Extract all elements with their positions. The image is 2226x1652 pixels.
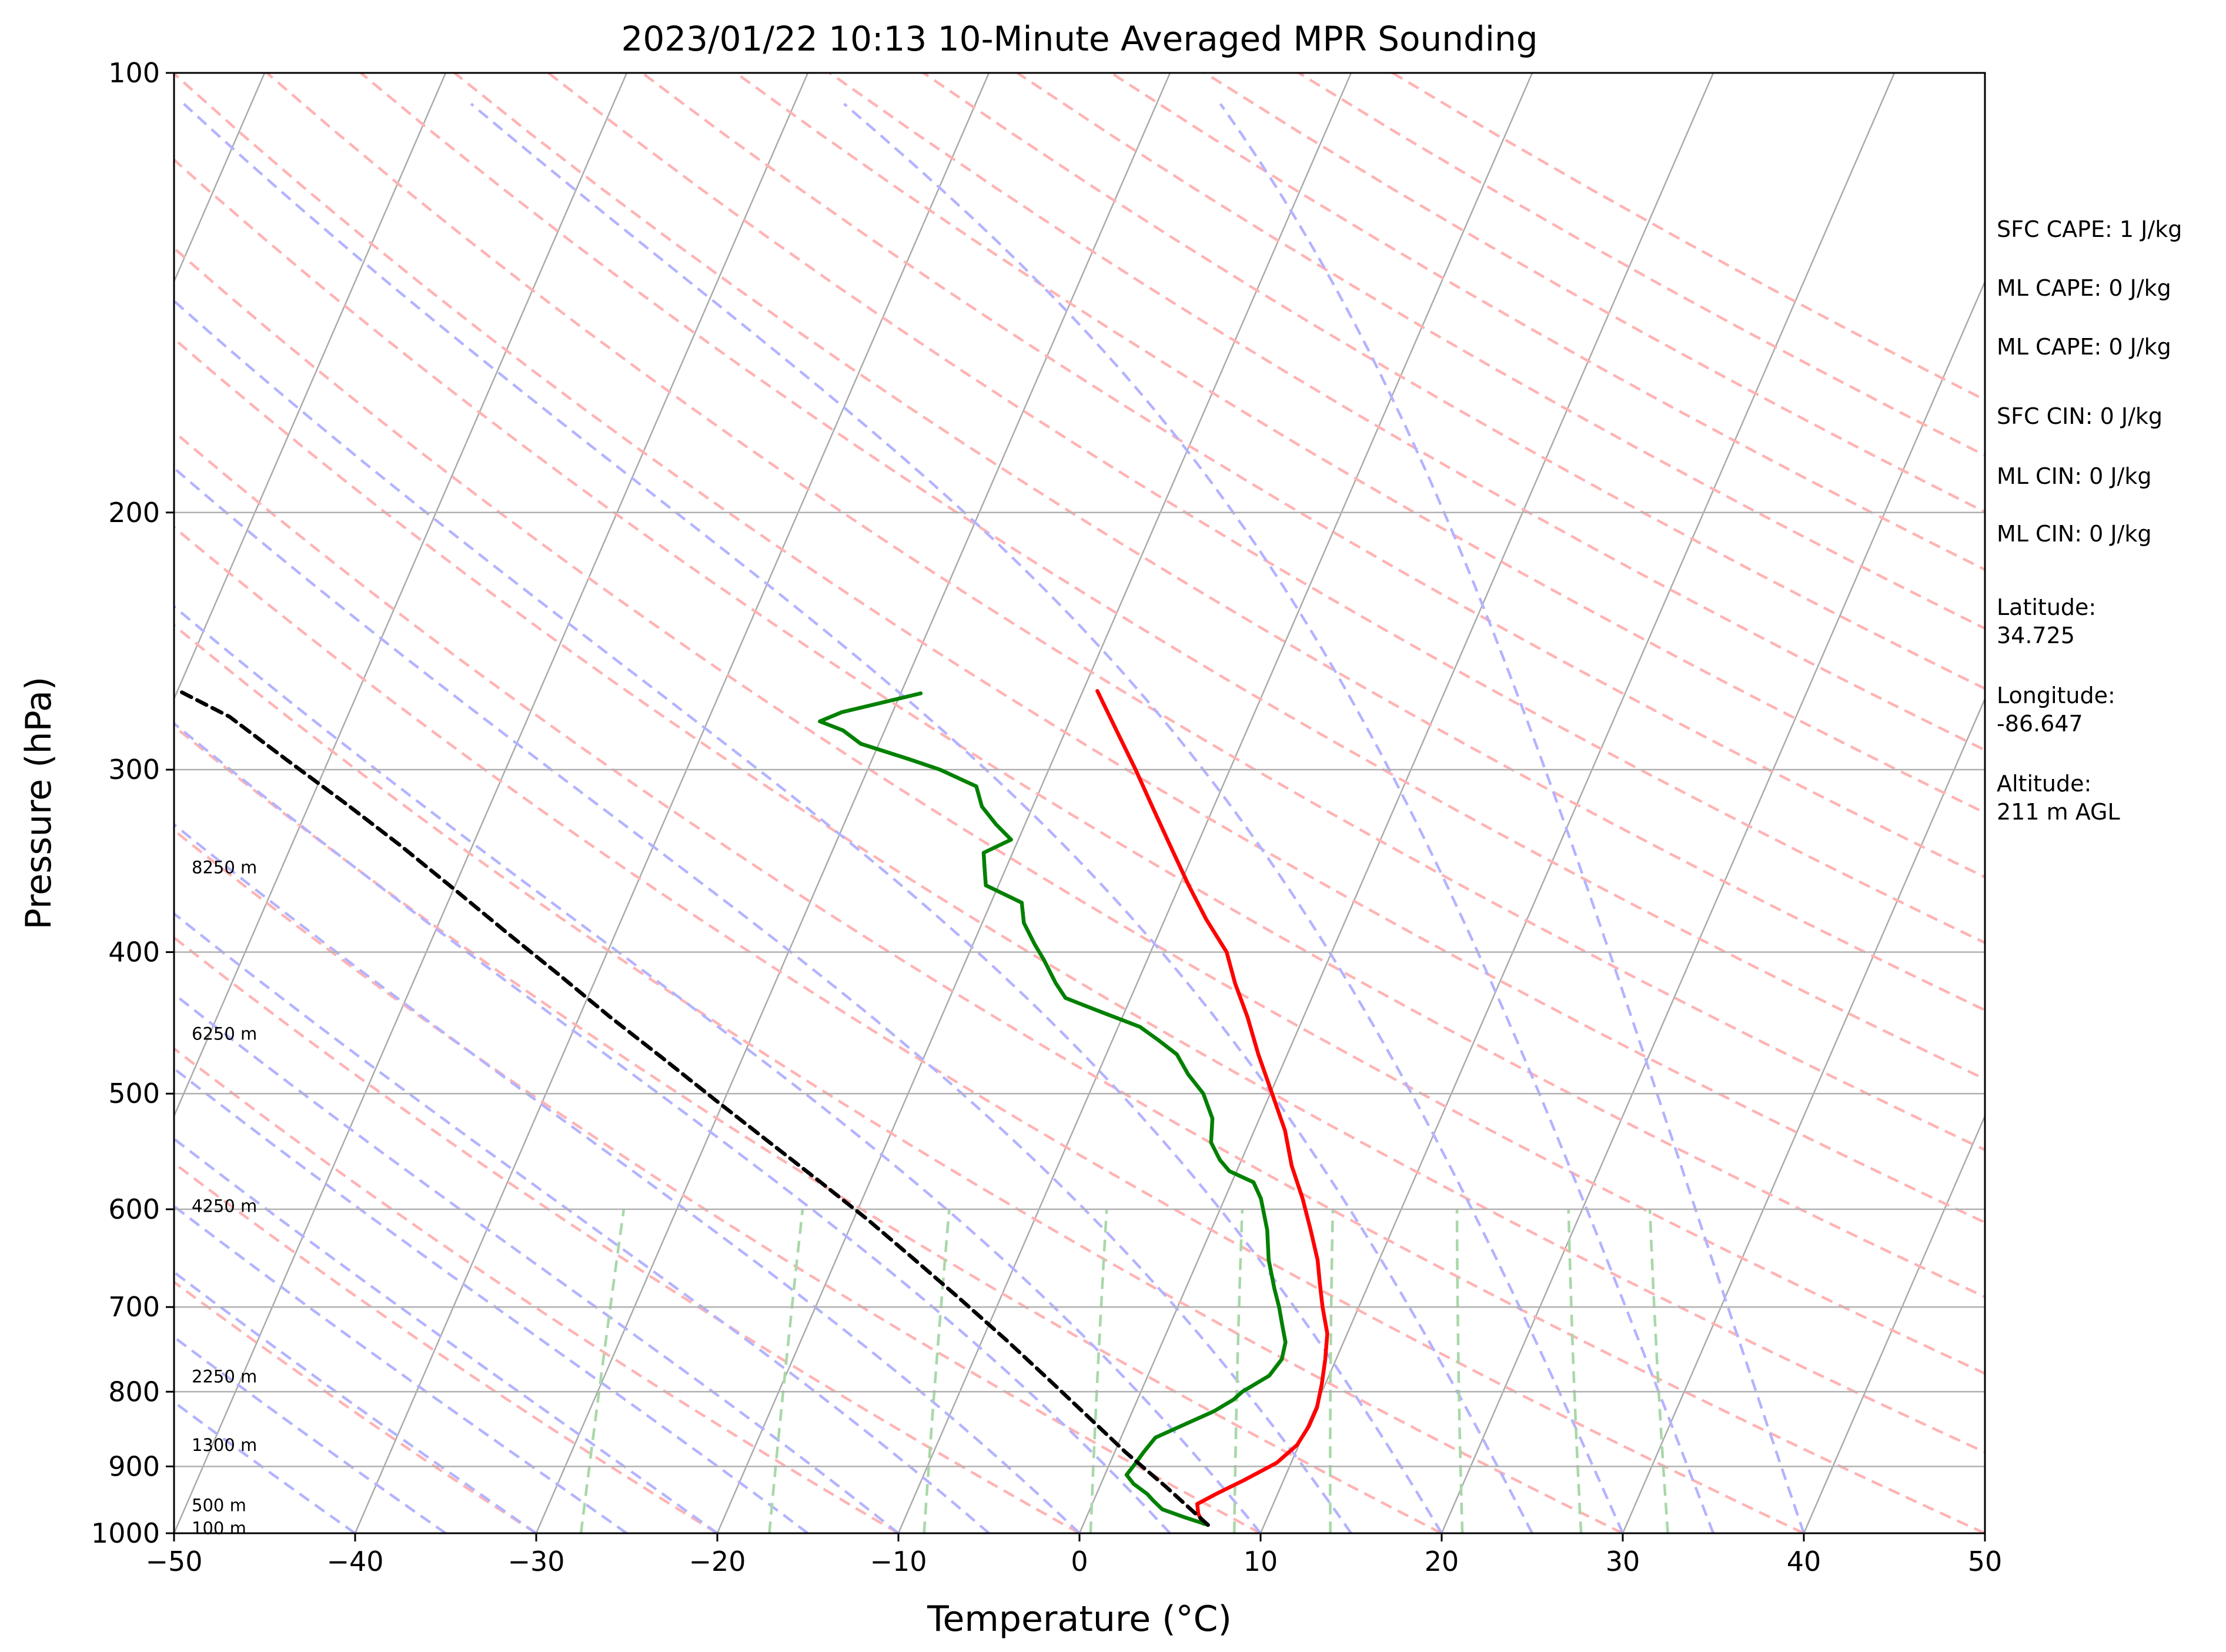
isotherm-line: [1078, 73, 1714, 1533]
dry-adiabat-line: [174, 158, 1985, 1299]
y-axis-ticks: 100 200 300 400 500 600 700 800 900 1000: [91, 57, 174, 1549]
x-tick-label: −20: [688, 1546, 746, 1577]
isotherm-line: [1803, 1114, 1985, 1533]
dry-adiabat-line: [923, 73, 1985, 690]
y-tick-label: 300: [108, 754, 160, 785]
x-tick-label: −40: [326, 1546, 383, 1577]
dry-adiabat-line: [828, 73, 1985, 752]
y-tick-label: 600: [108, 1193, 160, 1225]
sounding-stats-panel: SFC CAPE: 1 J/kg ML CAPE: 0 J/kg ML CAPE: …: [1997, 216, 2182, 825]
height-label: 500 m: [192, 1496, 246, 1516]
stat-label: Longitude: -86.647: [1997, 683, 2115, 737]
stat-label: SFC CIN: 0 J/kg: [1997, 403, 2163, 429]
moist-adiabat-line: [174, 1335, 447, 1533]
stat-label: SFC CAPE: 1 J/kg: [1997, 216, 2182, 242]
dry-adiabat-line: [547, 73, 1985, 945]
x-tick-label: 20: [1425, 1546, 1459, 1577]
moist-adiabat-line: [174, 1137, 718, 1533]
chart-title: 2023/01/22 10:13 10-Minute Averaged MPR …: [621, 19, 1538, 59]
moist-adiabat-line: [174, 1400, 356, 1533]
x-tick-label: 50: [1968, 1546, 2003, 1577]
x-tick-label: −10: [870, 1546, 927, 1577]
pressure-gridlines: [174, 73, 1985, 1533]
moist-adiabat-line: [174, 1270, 537, 1533]
x-tick-label: −30: [507, 1546, 564, 1577]
temperature-profile: [1095, 689, 1329, 1526]
dry-adiabat-line: [174, 623, 1623, 1533]
y-tick-label: 100: [108, 57, 160, 89]
height-label: 6250 m: [192, 1024, 257, 1044]
stat-label: Altitude: 211 m AGL: [1997, 771, 2120, 825]
height-label: 1300 m: [192, 1435, 257, 1455]
dry-adiabat-line: [641, 73, 1985, 879]
moist-adiabat-line: [174, 466, 1352, 1533]
y-tick-label: 400: [108, 937, 160, 968]
x-tick-label: 40: [1787, 1546, 1821, 1577]
x-axis-ticks: −50 −40 −30 −20 −10 0 10 20 30 40 50: [145, 1533, 2002, 1577]
dry-adiabat-line: [174, 828, 1262, 1533]
y-axis-label: Pressure (hPa): [18, 677, 59, 929]
y-tick-label: 200: [108, 497, 160, 529]
x-tick-label: 10: [1244, 1546, 1278, 1577]
moist-adiabat-line: [174, 822, 1081, 1533]
y-tick-label: 900: [108, 1450, 160, 1482]
dry-adiabat-line: [174, 246, 1985, 1375]
parcel-profile: [177, 689, 1210, 1527]
sounding-profiles: [177, 689, 1329, 1527]
dry-adiabat-line: [174, 337, 1985, 1454]
x-tick-label: 0: [1071, 1546, 1088, 1577]
moist-adiabat-line: [174, 721, 1171, 1533]
isotherm-line: [174, 73, 447, 701]
x-axis-label: Temperature (°C): [927, 1599, 1232, 1640]
isotherm-line: [1259, 73, 1896, 1533]
moist-adiabat-line: [183, 102, 1533, 1533]
dry-adiabat-line: [174, 525, 1804, 1533]
y-tick-label: 700: [108, 1291, 160, 1323]
moist-adiabat-line: [174, 299, 1443, 1533]
height-label: 100 m: [192, 1518, 246, 1538]
x-tick-label: 30: [1606, 1546, 1640, 1577]
moist-adiabat-line: [470, 102, 1625, 1533]
isotherm-line: [1622, 697, 1985, 1533]
isotherm-line: [535, 73, 1171, 1533]
dewpoint-profile: [818, 691, 1288, 1527]
dry-adiabat-line: [174, 430, 1985, 1533]
stat-label: ML CIN: 0 J/kg: [1997, 463, 2151, 489]
y-tick-label: 1000: [91, 1517, 160, 1549]
background-lines: [174, 73, 1985, 1533]
moist-adiabat-line: [174, 1204, 628, 1533]
isotherm-line: [716, 73, 1352, 1533]
stat-label: ML CAPE: 0 J/kg: [1997, 275, 2171, 301]
x-tick-label: −50: [145, 1546, 202, 1577]
dry-adiabat-line: [735, 73, 1985, 815]
dry-adiabat-line: [174, 1046, 900, 1533]
stat-label: Latitude: 34.725: [1997, 594, 2096, 648]
isotherm-line: [174, 73, 809, 1533]
isotherm-line: [897, 73, 1533, 1533]
moist-adiabat-line: [174, 912, 990, 1533]
stat-label: ML CIN: 0 J/kg: [1997, 521, 2151, 547]
height-label: 4250 m: [192, 1196, 257, 1216]
moist-adiabat-line: [843, 102, 1715, 1533]
dry-adiabat-line: [174, 73, 1985, 1224]
stat-label: ML CAPE: 0 J/kg: [1997, 334, 2171, 360]
height-label: 2250 m: [192, 1366, 257, 1386]
moist-adiabat-line: [1219, 103, 1806, 1533]
y-tick-label: 500: [108, 1078, 160, 1109]
isotherm-line: [174, 73, 628, 1118]
dry-adiabat-line: [174, 936, 1081, 1533]
dry-adiabat-line: [174, 1161, 718, 1533]
moist-adiabat-line: [174, 1066, 809, 1533]
y-tick-label: 800: [108, 1376, 160, 1407]
isotherm-line: [1440, 279, 1985, 1533]
height-label: 8250 m: [192, 857, 257, 877]
